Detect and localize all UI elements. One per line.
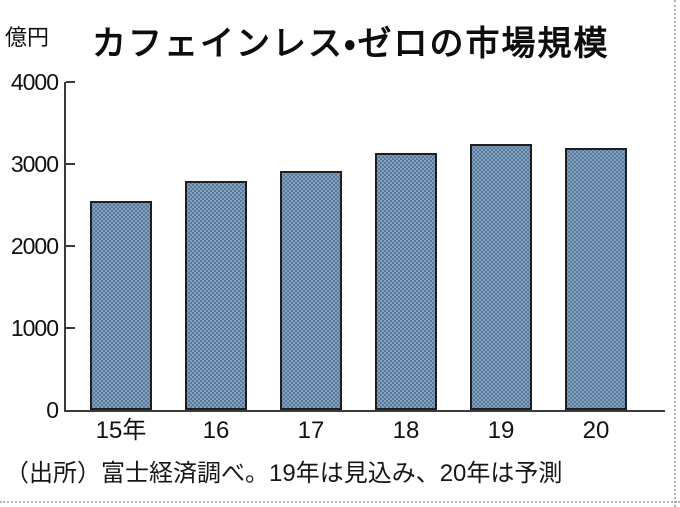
y-axis-line bbox=[64, 82, 66, 412]
source-note: （出所）富士経済調べ。19年は見込み、20年は予測 bbox=[5, 460, 563, 487]
y-tick bbox=[66, 163, 75, 165]
y-tick-label: 0 bbox=[46, 397, 59, 423]
y-axis-unit-label: 億円 bbox=[5, 25, 50, 50]
bar-19 bbox=[470, 144, 532, 410]
y-tick-label: 3000 bbox=[10, 151, 59, 177]
x-tick-label: 20 bbox=[582, 417, 610, 444]
y-tick-label: 2000 bbox=[10, 233, 59, 259]
y-tick-label: 4000 bbox=[10, 69, 59, 95]
bar-15年 bbox=[90, 201, 152, 410]
bar-17 bbox=[280, 171, 342, 410]
bar-16 bbox=[185, 181, 247, 410]
x-tick-label: 17 bbox=[297, 417, 325, 444]
chart-title: カフェインレス・ゼロの市場規模 bbox=[92, 25, 610, 63]
x-axis-line bbox=[64, 410, 665, 412]
x-tick-label: 15年 bbox=[95, 417, 147, 444]
y-tick bbox=[66, 245, 75, 247]
y-tick bbox=[66, 327, 75, 329]
x-tick-label: 16 bbox=[202, 417, 230, 444]
bar-18 bbox=[375, 153, 437, 410]
bottom-dotted-divider bbox=[0, 501, 680, 503]
bar-20 bbox=[565, 148, 627, 410]
y-tick bbox=[66, 81, 75, 83]
right-dotted-divider bbox=[674, 0, 676, 507]
x-tick-label: 19 bbox=[487, 417, 515, 444]
x-tick-label: 18 bbox=[392, 417, 420, 444]
y-tick-label: 1000 bbox=[10, 315, 59, 341]
